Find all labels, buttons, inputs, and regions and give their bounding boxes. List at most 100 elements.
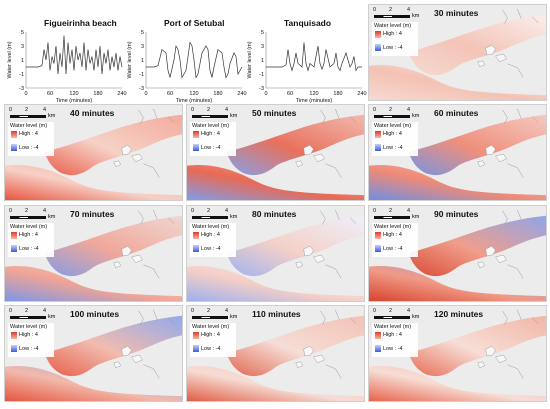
island-shapes [113,144,143,167]
scale-tick: 2 [389,107,393,113]
legend-title: Water level (m) [10,224,48,230]
map-time-label: 40 minutes [70,108,115,118]
timeseries-setubal: Port of Setubal 0 60 120 180 240 -3 -1 1 3 5 Time … [124,18,249,108]
sea-area [5,265,182,301]
scale-tick: 4 [43,107,47,113]
map-panel: 80 minutes 0 2 4 km Water level (m) High : 4 Lo… [186,205,365,302]
legend-title: Water level (m) [374,123,412,129]
legend-high-label: High : 4 [201,232,220,238]
x-tick-label: 120 [309,91,318,97]
sea-area [369,64,546,100]
y-tick-label: 3 [261,44,264,50]
legend-low-swatch [193,345,199,352]
estuary-channel [408,215,546,277]
y-tick-label: -1 [259,72,264,78]
map-panel: 110 minutes 0 2 4 km Water level (m) High : 4 L… [186,305,365,402]
scale-bar: 0 2 4 km [372,7,420,23]
scale-tick: 0 [191,308,195,314]
coastline [320,309,357,379]
coastline [502,108,539,178]
scale-unit: km [230,113,238,119]
legend-title: Water level (m) [374,23,412,29]
scale-bar-graphic [374,216,410,219]
x-tick-label: 240 [117,91,126,97]
scale-bar-graphic [374,15,410,18]
scale-tick: 0 [9,308,13,314]
coastline [502,309,539,379]
scale-bar: 0 2 4 km [372,308,420,324]
scale-tick: 4 [407,208,411,214]
legend-high-swatch [11,232,17,239]
x-axis-label: Time (minutes) [176,98,213,104]
legend-low-label: Low : -4 [383,45,403,51]
sea-area [5,164,182,200]
estuary-channel [408,14,546,76]
map-panel: 90 minutes 0 2 4 km Water level (m) High : 4 Lo… [368,205,547,302]
map-legend: Water level (m) High : 4 Low : -4 [190,323,236,357]
scale-tick: 0 [373,208,377,214]
estuary-channel [226,315,364,377]
map-legend: Water level (m) High : 4 Low : -4 [372,22,418,56]
map-legend: Water level (m) High : 4 Low : -4 [8,323,54,357]
y-tick-label: 1 [21,58,24,64]
island-shapes [295,245,325,268]
x-axis-label: Time (minutes) [296,98,333,104]
legend-high-label: High : 4 [383,131,402,137]
scale-bar: 0 2 4 km [372,208,420,224]
island-shapes [113,345,143,368]
y-tick-label: 5 [141,30,144,36]
x-tick-label: 60 [47,91,53,97]
map-time-label: 60 minutes [434,108,479,118]
x-tick-label: 0 [264,91,267,97]
x-tick-label: 120 [189,91,198,97]
y-tick-label: -1 [19,72,24,78]
scale-tick: 4 [43,208,47,214]
y-tick-label: 1 [261,58,264,64]
legend-low-label: Low : -4 [19,145,39,151]
legend-title: Water level (m) [374,224,412,230]
scale-unit: km [48,113,56,119]
scale-unit: km [48,314,56,320]
legend-low-label: Low : -4 [383,145,403,151]
estuary-channel [44,215,182,277]
sea-area [369,365,546,401]
legend-low-label: Low : -4 [19,246,39,252]
island-shapes [477,144,507,167]
estuary-channel [408,315,546,377]
legend-high-label: High : 4 [201,131,220,137]
scale-bar-graphic [374,115,410,118]
scale-bar: 0 2 4 km [8,107,56,123]
water-level-map [187,309,364,401]
coastline [320,209,357,279]
legend-high-swatch [193,131,199,138]
y-axis-label: Water level (m) [247,41,253,78]
timeseries-plot: 0 60 120 180 240 -3 -1 1 3 5 Time (minutes) Water l… [247,30,367,104]
map-legend: Water level (m) High : 4 Low : -4 [372,323,418,357]
water-level-map [5,309,182,401]
scale-tick: 2 [389,7,393,13]
water-level-map [5,108,182,200]
water-level-map [187,209,364,301]
scale-tick: 4 [407,308,411,314]
timeseries-plot: 0 60 120 180 240 -3 -1 1 3 5 Time (minutes) Water l… [127,30,247,104]
scale-unit: km [412,13,420,19]
legend-low-label: Low : -4 [19,346,39,352]
estuary-channel [44,315,182,377]
legend-high-swatch [375,332,381,339]
x-tick-label: 180 [93,91,102,97]
map-time-label: 30 minutes [434,8,479,18]
x-tick-label: 0 [24,91,27,97]
legend-low-label: Low : -4 [201,145,221,151]
legend-high-label: High : 4 [383,232,402,238]
scale-tick: 2 [389,208,393,214]
legend-low-label: Low : -4 [383,246,403,252]
map-panel: 40 minutes 0 2 4 km Water level (m) High : 4 Lo… [4,104,183,201]
legend-low-swatch [375,44,381,51]
legend-low-swatch [193,245,199,252]
scale-tick: 2 [207,107,211,113]
series-line [146,41,243,79]
scale-tick: 4 [43,308,47,314]
map-legend: Water level (m) High : 4 Low : -4 [372,223,418,257]
y-tick-label: 1 [141,58,144,64]
x-tick-label: 60 [287,91,293,97]
